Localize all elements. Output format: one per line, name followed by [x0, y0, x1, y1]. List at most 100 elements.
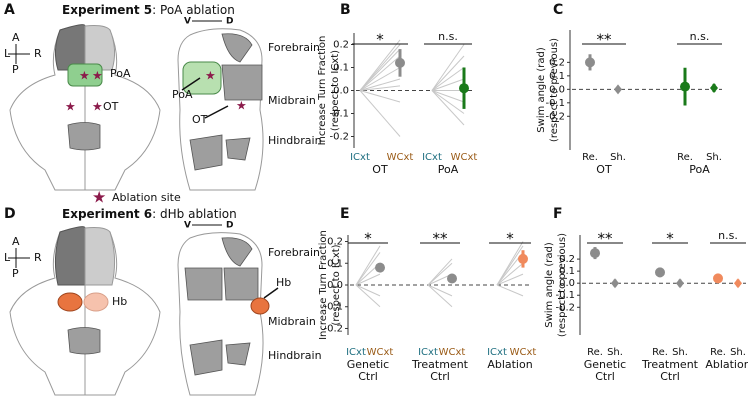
y-tick-label: 0.0 — [327, 280, 343, 291]
title-rest: : dHb ablation — [152, 207, 237, 221]
group-label: Ctrl — [430, 370, 450, 383]
x-tick-label: ICxt — [418, 347, 438, 358]
panel-label: F — [553, 206, 563, 222]
individual-line — [359, 78, 401, 91]
compass-left: L — [4, 47, 11, 60]
compass-posterior: P — [12, 63, 19, 76]
axis-dorsal: D — [226, 17, 233, 27]
x-tick-label: Re. — [652, 347, 668, 358]
individual-line — [427, 284, 453, 308]
telencephalon-right — [84, 25, 116, 71]
ablation-star: ★ — [236, 99, 247, 113]
individual-line — [355, 252, 381, 286]
y-axis-label: Increase Turn Fraction — [318, 230, 329, 340]
point — [447, 273, 457, 284]
y-axis-label: (respect to previous) — [549, 38, 560, 142]
hindbrain-region — [67, 122, 101, 151]
individual-line — [431, 90, 465, 103]
group-label: Ctrl — [595, 370, 615, 383]
y-tick-label: -0.2 — [555, 302, 575, 313]
compass-posterior: P — [12, 267, 19, 280]
point — [614, 84, 622, 95]
significance-label: * — [376, 31, 384, 49]
individual-line — [496, 245, 524, 286]
title-bold: Experiment 6 — [62, 207, 152, 221]
arrow — [263, 287, 279, 299]
lateral-label: Hb — [276, 276, 291, 289]
x-tick-label: Re. — [677, 152, 693, 163]
y-tick-label: 0.2 — [333, 40, 349, 51]
x-tick-label: ICxt — [346, 347, 366, 358]
axis-ventral: V — [184, 221, 191, 231]
individual-line — [427, 262, 453, 286]
significance-label: * — [364, 230, 372, 248]
individual-line — [355, 284, 381, 308]
telencephalon-right — [84, 227, 116, 286]
compass-anterior: A — [12, 31, 20, 44]
y-tick-label: 0.0 — [549, 84, 565, 95]
diagram-a: Experiment 5: PoA ablation A P L R ★ ★ ★… — [4, 3, 322, 207]
group-label: Treatment — [641, 358, 699, 371]
y-axis-label: (respect to ICxt) — [330, 50, 341, 131]
significance-label: ** — [433, 230, 449, 248]
x-tick-label: Re. — [582, 152, 598, 163]
lateral-label: PoA — [172, 88, 193, 101]
x-tick-label: ICxt — [487, 347, 507, 358]
x-tick-label: WCxt — [367, 347, 394, 358]
compass-right: R — [34, 251, 42, 264]
group-label: Ctrl — [660, 370, 680, 383]
individual-line — [355, 284, 381, 297]
significance-label: ** — [597, 31, 613, 49]
point — [680, 81, 690, 92]
ablation-star: ★ — [205, 69, 216, 83]
point — [585, 57, 595, 68]
individual-line — [359, 90, 401, 103]
y-tick-label: -0.1 — [555, 290, 575, 301]
individual-line — [359, 90, 401, 137]
x-tick-label: WCxt — [451, 152, 478, 163]
group-label: Genetic — [347, 358, 389, 371]
title-bold: Experiment 5 — [62, 3, 152, 17]
x-tick-label: WCxt — [439, 347, 466, 358]
group-label: OT — [372, 163, 388, 176]
point — [713, 273, 723, 284]
compass-right: R — [34, 47, 42, 60]
diagram-d: Experiment 6: dHb ablation A P L R Hb V … — [4, 207, 322, 396]
point — [611, 278, 619, 289]
region-label: Forebrain — [268, 41, 320, 54]
significance-label: n.s. — [718, 229, 738, 242]
arrow — [181, 77, 229, 119]
y-tick-label: -0.2 — [329, 132, 349, 143]
individual-line — [355, 245, 381, 286]
telencephalon — [54, 24, 86, 71]
legend-text: Ablation site — [112, 191, 181, 204]
compass-cross — [8, 44, 30, 64]
individual-line — [427, 284, 453, 297]
individual-line — [431, 90, 465, 126]
x-tick-label: Sh. — [672, 347, 688, 358]
diagram-title: Experiment 6: dHb ablation — [62, 207, 237, 221]
dorsal-region — [221, 237, 253, 267]
y-tick-label: -0.1 — [545, 98, 565, 109]
title-rest: : PoA ablation — [152, 3, 235, 17]
point — [655, 267, 665, 278]
individual-line — [359, 67, 401, 91]
significance-label: ** — [598, 230, 614, 248]
y-tick-label: 0.2 — [549, 57, 565, 68]
individual-line — [359, 55, 401, 91]
dorsal-region — [221, 33, 253, 63]
x-tick-label: ICxt — [422, 152, 442, 163]
x-tick-label: Re. — [710, 347, 726, 358]
point — [459, 83, 469, 94]
telencephalon — [54, 226, 86, 286]
y-tick-label: 0.1 — [559, 266, 575, 277]
panel-label: E — [340, 206, 350, 222]
group-label: Ctrl — [358, 370, 378, 383]
y-axis-label: (respect to ICxt) — [331, 244, 342, 325]
panel-label: C — [553, 2, 563, 18]
x-tick-label: Re. — [587, 347, 603, 358]
y-tick-label: 0.2 — [327, 237, 343, 248]
poa-region — [67, 63, 103, 87]
point — [375, 262, 385, 273]
diagram-title: Experiment 5: PoA ablation — [62, 3, 235, 17]
